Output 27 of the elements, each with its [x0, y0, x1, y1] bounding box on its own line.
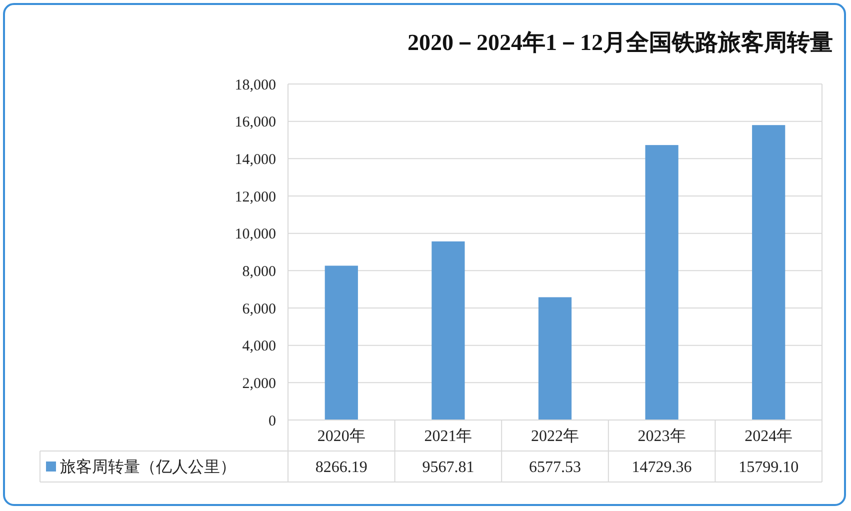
y-tick-label: 6,000 — [242, 301, 276, 318]
x-tick-label: 2023年 — [638, 428, 686, 446]
x-tick-label: 2020年 — [317, 428, 366, 446]
y-tick-label: 14,000 — [234, 152, 276, 168]
data-label: 6577.53 — [529, 459, 581, 476]
y-tick-label: 0 — [268, 413, 276, 430]
y-tick-label: 8,000 — [242, 264, 276, 280]
x-tick-label: 2021年 — [424, 428, 472, 446]
data-label: 15799.10 — [738, 459, 799, 476]
y-tick-label: 4,000 — [242, 338, 276, 355]
bar — [645, 145, 678, 420]
x-tick-label: 2022年 — [531, 428, 579, 446]
y-tick-label: 2,000 — [242, 376, 276, 392]
data-label: 14729.36 — [632, 459, 692, 476]
y-tick-label: 12,000 — [234, 189, 276, 206]
chart-title: 2020－2024年1－12月全国铁路旅客周转量 — [408, 29, 833, 55]
bar — [324, 266, 358, 420]
bar — [538, 297, 572, 420]
y-tick-label: 18,000 — [234, 77, 276, 94]
y-tick-label: 10,000 — [234, 226, 276, 243]
legend-label: 旅客周转量（亿人公里） — [60, 458, 236, 476]
data-label: 9567.81 — [422, 459, 474, 476]
y-tick-label: 16,000 — [234, 114, 276, 131]
bar — [432, 241, 465, 420]
bar — [752, 125, 786, 420]
x-tick-label: 2024年 — [744, 428, 793, 446]
data-label: 8266.19 — [315, 459, 368, 476]
